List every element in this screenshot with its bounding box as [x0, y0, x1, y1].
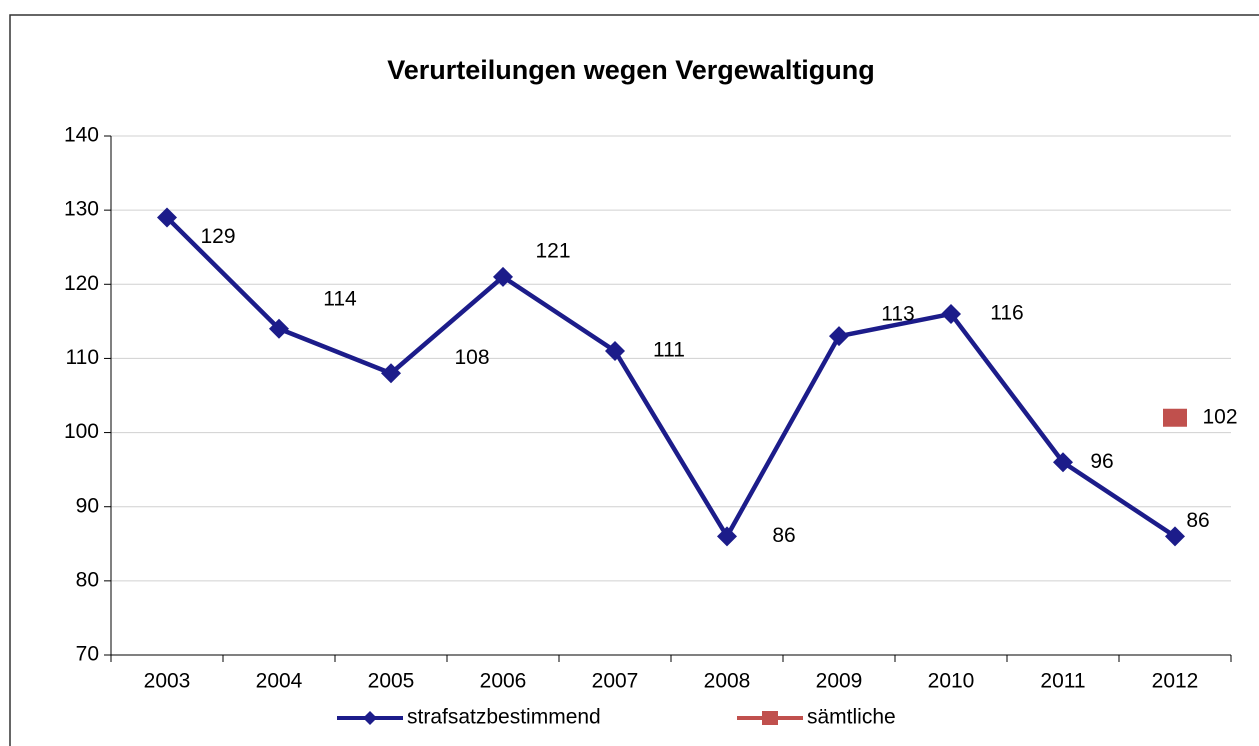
legend-marker — [762, 711, 778, 725]
y-tick-label: 70 — [76, 643, 99, 666]
y-tick-label: 90 — [76, 494, 99, 517]
data-label: 111 — [653, 339, 685, 362]
point-marker — [1053, 452, 1073, 473]
point-marker — [381, 363, 401, 384]
data-label: 86 — [1186, 509, 1209, 532]
point-marker — [1165, 526, 1185, 547]
point-marker — [1163, 408, 1187, 427]
x-tick-label: 2006 — [480, 670, 527, 693]
x-tick-label: 2007 — [592, 670, 639, 693]
y-tick-label: 80 — [76, 568, 99, 591]
data-label: 108 — [454, 346, 489, 369]
data-label: 96 — [1090, 450, 1113, 473]
point-marker — [605, 341, 625, 362]
x-tick-label: 2012 — [1152, 670, 1199, 693]
x-tick-label: 2008 — [704, 670, 751, 693]
y-tick-label: 120 — [64, 272, 99, 295]
x-tick-label: 2011 — [1040, 670, 1085, 693]
chart-title: Verurteilungen wegen Vergewaltigung — [387, 55, 875, 85]
y-tick-label: 100 — [64, 420, 99, 443]
data-label: 116 — [990, 301, 1023, 324]
legend-label: sämtliche — [807, 706, 896, 729]
point-marker — [157, 207, 177, 228]
series-line — [165, 215, 1177, 539]
x-tick-label: 2005 — [368, 670, 415, 693]
point-marker — [717, 526, 737, 547]
point-marker — [269, 318, 289, 339]
data-label: 102 — [1202, 405, 1237, 428]
point-marker — [941, 303, 961, 324]
data-label: 129 — [200, 225, 235, 248]
x-tick-label: 2003 — [144, 670, 191, 693]
x-tick-label: 2009 — [816, 670, 863, 693]
data-label: 113 — [881, 303, 914, 326]
point-marker — [493, 266, 513, 287]
legend-marker — [363, 711, 377, 725]
point-marker — [829, 326, 849, 347]
legend-label: strafsatzbestimmend — [407, 706, 601, 729]
y-tick-label: 130 — [64, 198, 99, 221]
data-label: 86 — [772, 524, 795, 547]
data-label: 114 — [323, 287, 357, 310]
y-tick-label: 110 — [66, 346, 99, 369]
x-tick-label: 2010 — [928, 670, 975, 693]
data-label: 121 — [535, 239, 570, 262]
x-tick-label: 2004 — [256, 670, 303, 693]
y-tick-label: 140 — [64, 124, 99, 147]
